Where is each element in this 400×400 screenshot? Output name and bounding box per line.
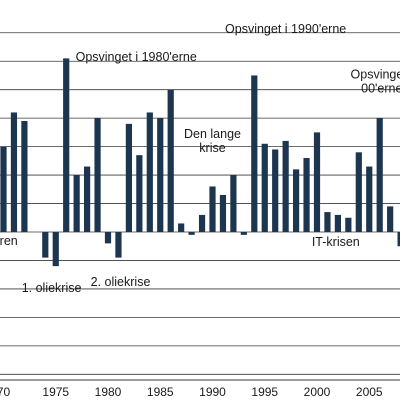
bar-2002 (334, 214, 341, 232)
annotation-text: kturen (0, 234, 18, 248)
annotation: IT-krisen (312, 235, 360, 249)
bar-1975 (52, 232, 59, 267)
grid-lines (0, 32, 400, 375)
bar-1974 (42, 232, 49, 258)
bar-1981 (115, 232, 122, 258)
bar-2004 (355, 152, 362, 232)
annotation-text: 2. oliekrise (91, 275, 151, 289)
bar-2007 (387, 206, 394, 232)
x-tick-labels: 70197519801985199019952000200520 (0, 385, 383, 399)
bar-1998 (293, 169, 300, 232)
bar-1984 (146, 112, 153, 232)
bar-1993 (240, 232, 247, 235)
annotation-text: 00'erne (361, 81, 400, 95)
bar-1976 (63, 58, 70, 233)
bar-1988 (188, 232, 195, 235)
bar-1971 (10, 112, 18, 232)
bar-1980 (104, 232, 112, 244)
bar-1987 (178, 223, 185, 232)
bar-2003 (345, 217, 352, 232)
annotation-text: 1. oliekrise (22, 281, 82, 295)
bar-1996 (272, 149, 279, 232)
bar-1991 (219, 195, 227, 232)
annotation: 1. oliekrise (22, 281, 82, 295)
annotations: kturen 1. oliekrise 2. oliekrise Opsvinget … (0, 22, 400, 295)
bar-1997 (282, 140, 289, 232)
annotation-text: Opsvinget i 1980'erne (76, 50, 197, 64)
bar-1982 (125, 123, 132, 232)
x-tick-label: 2000 (304, 385, 331, 399)
bar-1983 (136, 155, 143, 232)
bar-1994 (251, 75, 258, 232)
bar-2005 (366, 166, 373, 232)
bar-1985 (157, 118, 164, 232)
annotation: 2. oliekrise (91, 275, 151, 289)
bar-1989 (198, 214, 206, 232)
x-tick-label: 1990 (199, 385, 226, 399)
x-tick-label: 2005 (356, 385, 383, 399)
bar-1986 (167, 89, 174, 232)
annotation-text: Opsvinget i 1990'erne (225, 22, 346, 36)
x-tick-label: 1975 (42, 385, 69, 399)
annotation: Opsvinget i 1990'erne (225, 22, 346, 36)
annotation: Opsvinget i 1980'erne (76, 50, 197, 64)
x-tick-label: 1985 (147, 385, 174, 399)
annotation: Opsvinget i00'erne (351, 67, 400, 95)
annotation-text: Den lange (184, 127, 241, 141)
x-tick-label: 1995 (251, 385, 278, 399)
bar-1995 (261, 143, 268, 232)
bar-2008 (397, 232, 400, 247)
bar-1992 (230, 175, 237, 232)
annotation-text: krise (199, 141, 225, 155)
x-tick-label: 1980 (95, 385, 122, 399)
x-tick-label: 70 (0, 385, 10, 399)
annotation-text: IT-krisen (312, 235, 360, 249)
bar-1978 (84, 166, 91, 232)
bar-1972 (21, 121, 28, 232)
bar-1977 (73, 175, 80, 232)
bar-2006 (376, 118, 383, 232)
bar-1999 (303, 158, 310, 232)
bars (0, 58, 400, 267)
bar-1970 (0, 146, 7, 232)
annotation: kturen (0, 234, 18, 248)
bar-1979 (94, 118, 101, 232)
annotation-text: Opsvinget i (351, 67, 400, 81)
bar-1990 (209, 186, 216, 232)
bar-2001 (324, 212, 331, 232)
bar-2000 (313, 132, 321, 232)
